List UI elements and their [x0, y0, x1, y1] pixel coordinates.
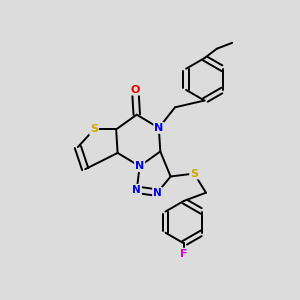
- Text: O: O: [130, 85, 140, 94]
- Text: N: N: [135, 161, 144, 171]
- Text: N: N: [154, 123, 164, 133]
- Text: S: S: [190, 169, 198, 178]
- Text: N: N: [132, 185, 141, 195]
- Text: N: N: [153, 188, 162, 198]
- Text: F: F: [180, 249, 188, 259]
- Text: S: S: [90, 124, 98, 134]
